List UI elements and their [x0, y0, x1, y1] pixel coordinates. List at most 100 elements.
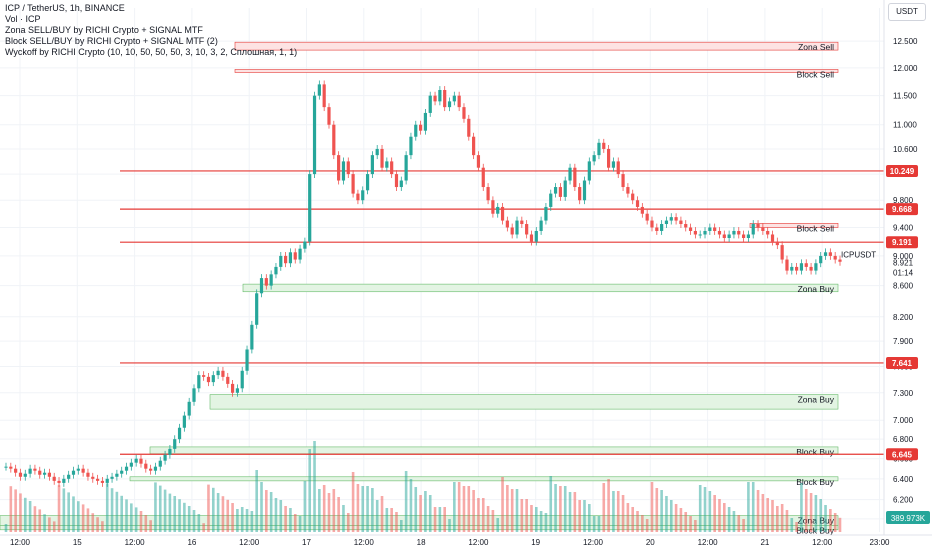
candle-body: [337, 155, 341, 181]
volume-badge: [886, 511, 930, 524]
volume-bar: [395, 512, 398, 532]
zones-layer: Zona Sell Block Sell Block Sell Zona Buy Zon…: [0, 41, 839, 535]
candle-body: [741, 234, 746, 239]
zone-label: Block Buy: [796, 447, 835, 457]
volume-bar: [481, 498, 485, 532]
candle-body: [226, 376, 230, 384]
volume-bar: [313, 441, 316, 532]
volume-bar: [809, 493, 813, 532]
y-tick-label: 9.000: [893, 252, 914, 261]
volume-bar: [727, 507, 731, 532]
volume-bar: [665, 496, 668, 532]
zone-label: Block Sell: [797, 69, 834, 79]
candle-body: [269, 274, 273, 286]
candle-body: [365, 174, 370, 191]
candle-body: [95, 478, 100, 481]
candle-body: [698, 234, 702, 236]
indicator-zona[interactable]: Zona SELL/BUY by RICHI Crypto + SIGNAL M…: [5, 25, 203, 35]
volume-bar: [766, 498, 769, 532]
volume-bar: [404, 471, 408, 532]
symbol-title[interactable]: ICP / TetherUS, 1h, BINANCE: [5, 3, 125, 13]
candle-body: [385, 161, 389, 168]
volume-bar: [708, 491, 712, 532]
candle-body: [761, 227, 765, 231]
volume-bar: [428, 495, 432, 532]
volume-bar: [525, 499, 528, 532]
volume-bar: [115, 491, 119, 532]
zone-label: Zona Buy: [798, 395, 835, 405]
volume-bar: [86, 508, 90, 532]
candle-body: [346, 161, 350, 175]
y-tick-label: 7.300: [893, 389, 914, 398]
volume-bar: [443, 507, 446, 532]
candle-body: [476, 155, 481, 168]
price-level-label: 6.645: [892, 450, 913, 459]
candle-body: [370, 155, 374, 175]
indicator-volume[interactable]: Vol · ICP: [5, 14, 41, 24]
legend-header: ICP / TetherUS, 1h, BINANCE Vol · ICP Zo…: [5, 3, 297, 58]
x-tick-label: 12:00: [239, 538, 260, 547]
volume-bar: [110, 488, 114, 532]
y-tick-label: 9.800: [893, 196, 914, 205]
volume-bar: [780, 504, 784, 532]
candle-body: [727, 234, 731, 239]
volume-bar: [751, 482, 755, 532]
candle-body: [626, 187, 630, 194]
candle-body: [481, 167, 485, 188]
volume-bar: [120, 495, 123, 532]
candle-body: [375, 148, 379, 156]
volume-bar: [265, 490, 268, 532]
volume-bar: [626, 503, 630, 532]
volume-bar: [81, 504, 85, 532]
volume-bar: [125, 499, 128, 532]
volume-badge-label: 389.973K: [891, 514, 926, 523]
candle-body: [327, 107, 331, 125]
indicator-wyckoff[interactable]: Wyckoff by RICHI Crypto (10, 10, 50, 50,…: [5, 47, 298, 57]
volume-bar: [520, 499, 524, 532]
volume-bar: [173, 496, 177, 532]
candle-body: [833, 255, 837, 260]
candle-body: [115, 473, 119, 477]
volume-bar: [43, 514, 46, 532]
indicator-block[interactable]: Block SELL/BUY by RICHI Crypto + SIGNAL …: [5, 36, 218, 46]
candle-body: [221, 370, 225, 377]
candle-body: [621, 174, 625, 188]
candle-body: [553, 187, 558, 194]
candle-body: [404, 155, 408, 181]
zone-label: Zona Sell: [798, 42, 834, 52]
candle-body: [110, 476, 114, 479]
candle-body: [14, 468, 18, 473]
volume-bar: [790, 518, 794, 532]
candle-body: [361, 190, 365, 201]
x-tick-label: 12:00: [583, 538, 604, 547]
candle-body: [264, 278, 268, 286]
candle-body: [443, 89, 447, 108]
volume-bar: [800, 483, 803, 532]
candle-body: [206, 376, 211, 383]
candle-body: [433, 95, 437, 102]
candle-body: [298, 248, 302, 260]
volume-bar: [554, 484, 557, 532]
zone-buy: [209, 394, 839, 410]
y-tick-label: 6.800: [893, 435, 914, 444]
volume-bar: [795, 522, 798, 532]
currency-button[interactable]: USDT: [888, 3, 926, 21]
volume-bar: [293, 514, 297, 532]
candle-body: [47, 472, 51, 477]
volume-bar: [390, 508, 393, 532]
volume-bar: [771, 500, 774, 532]
candle-body: [23, 473, 27, 477]
volume-bar: [698, 485, 702, 532]
candle-body: [192, 388, 196, 402]
volume-bar: [101, 521, 104, 532]
candles: [4, 80, 842, 487]
y-tick-label: 12.500: [893, 37, 918, 46]
price-level-badge: [886, 236, 918, 249]
price-level-badge: [886, 164, 918, 177]
candle-body: [563, 180, 567, 197]
candle-body: [38, 470, 42, 475]
candle-body: [819, 255, 823, 264]
candle-body: [467, 118, 471, 137]
